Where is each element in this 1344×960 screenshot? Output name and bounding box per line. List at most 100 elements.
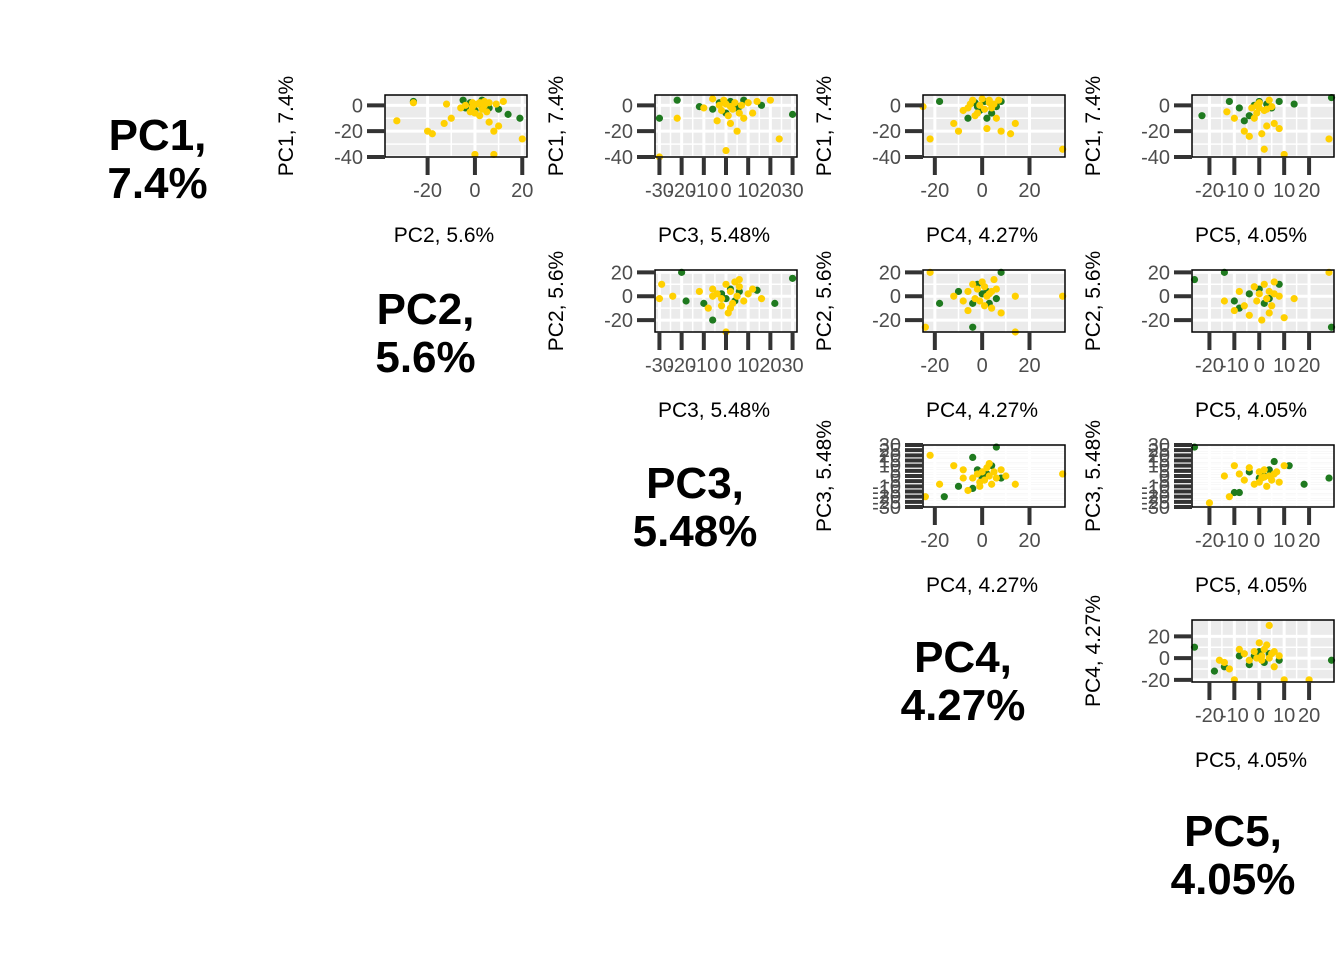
diagonal-label-line1: PC3, bbox=[646, 459, 744, 508]
data-point bbox=[1265, 621, 1273, 630]
y-tick-label: -20 bbox=[872, 310, 901, 332]
y-tick-label: -30 bbox=[872, 497, 901, 519]
data-point bbox=[1268, 476, 1276, 484]
data-point bbox=[1240, 117, 1248, 125]
y-axis-title: PC4, 4.27% bbox=[1082, 595, 1105, 707]
x-tick-label: -20 bbox=[667, 355, 696, 377]
y-tick-label: 30 bbox=[879, 435, 901, 457]
data-point bbox=[1255, 290, 1263, 298]
x-axis-title: PC3, 5.48% bbox=[658, 224, 770, 247]
y-tick-label: 10 bbox=[1148, 456, 1170, 478]
data-point bbox=[735, 109, 743, 117]
data-point bbox=[709, 95, 717, 103]
data-point bbox=[1235, 488, 1243, 497]
data-point bbox=[1270, 278, 1278, 286]
data-point bbox=[1270, 663, 1278, 671]
x-tick-label: 20 bbox=[1298, 705, 1320, 727]
data-point bbox=[468, 103, 477, 111]
data-point bbox=[1290, 100, 1298, 108]
data-point bbox=[954, 127, 963, 135]
y-tick-label: -20 bbox=[1141, 670, 1170, 692]
data-point bbox=[1260, 466, 1268, 474]
data-point bbox=[771, 299, 779, 307]
y-tick-label: 0 bbox=[890, 95, 901, 117]
diagonal-label-pc1: PC1, 7.4% bbox=[80, 112, 235, 208]
data-point bbox=[964, 306, 972, 315]
y-axis-title: PC3, 5.48% bbox=[813, 420, 836, 532]
data-point bbox=[735, 283, 743, 291]
scatter-panel: -20-10 0 10 20302520151050-5-10-15-20-25-30… bbox=[1082, 420, 1335, 597]
data-point bbox=[985, 460, 993, 468]
data-point bbox=[1260, 280, 1268, 288]
data-point bbox=[722, 146, 730, 155]
x-axis-title: PC3, 5.48% bbox=[658, 399, 770, 422]
x-tick-label: -20 bbox=[413, 180, 442, 202]
x-tick-label: 0 bbox=[1254, 180, 1265, 202]
data-point bbox=[1198, 112, 1206, 120]
data-point bbox=[1223, 108, 1231, 116]
y-tick-label: -20 bbox=[1141, 121, 1170, 143]
y-tick-label: -15 bbox=[872, 482, 901, 504]
data-point bbox=[1240, 127, 1248, 135]
data-point bbox=[992, 474, 1000, 482]
data-point bbox=[709, 105, 717, 113]
data-point bbox=[988, 480, 996, 488]
x-tick-label: 0 bbox=[1254, 355, 1265, 377]
diagonal-label-pc3: PC3, 5.48% bbox=[610, 460, 780, 556]
data-point bbox=[726, 119, 735, 128]
data-point bbox=[988, 287, 996, 296]
data-point bbox=[766, 96, 774, 104]
diagonal-label-line2: 5.6% bbox=[375, 333, 476, 382]
y-axis-title: PC1, 7.4% bbox=[275, 76, 298, 176]
y-tick-label: 0 bbox=[622, 95, 633, 117]
data-point bbox=[1245, 656, 1253, 664]
data-point bbox=[1265, 466, 1273, 474]
y-tick-label: -20 bbox=[1141, 310, 1170, 332]
data-point bbox=[485, 118, 493, 126]
data-point bbox=[1011, 292, 1019, 300]
data-point bbox=[995, 96, 1003, 104]
data-point bbox=[1253, 654, 1261, 662]
data-point bbox=[518, 135, 526, 143]
data-point bbox=[1270, 457, 1278, 466]
data-point bbox=[1235, 645, 1243, 653]
data-point bbox=[740, 114, 748, 122]
x-tick-label: -10 bbox=[1220, 355, 1249, 377]
data-point bbox=[1225, 665, 1233, 673]
data-point bbox=[1220, 658, 1228, 667]
x-tick-label: -20 bbox=[667, 180, 696, 202]
data-point bbox=[959, 474, 967, 482]
y-tick-label: -40 bbox=[604, 147, 633, 169]
y-tick-label: -10 bbox=[1141, 476, 1170, 498]
data-point bbox=[1273, 468, 1281, 476]
data-point bbox=[926, 135, 934, 143]
data-point bbox=[1225, 493, 1233, 501]
data-point bbox=[935, 480, 944, 488]
data-point bbox=[1270, 119, 1278, 128]
y-tick-label: 0 bbox=[1159, 95, 1170, 117]
data-point bbox=[720, 96, 728, 104]
x-tick-label: 10 bbox=[1273, 705, 1295, 727]
x-tick-label: -20 bbox=[1195, 355, 1224, 377]
data-point bbox=[1255, 104, 1263, 112]
x-tick-label: 20 bbox=[759, 180, 781, 202]
data-point bbox=[717, 302, 726, 310]
data-point bbox=[1240, 476, 1248, 484]
data-point bbox=[1250, 283, 1258, 291]
data-point bbox=[966, 100, 974, 108]
y-tick-label: 0 bbox=[890, 286, 901, 308]
data-point bbox=[726, 103, 735, 111]
y-tick-label: 15 bbox=[879, 451, 901, 473]
data-point bbox=[1263, 641, 1271, 649]
panel-border bbox=[1191, 94, 1335, 158]
y-tick-label: 20 bbox=[879, 262, 901, 284]
data-point bbox=[713, 117, 721, 125]
data-point bbox=[1263, 122, 1271, 130]
x-tick-label: -10 bbox=[1220, 180, 1249, 202]
data-point bbox=[985, 472, 993, 480]
y-tick-label: 0 bbox=[622, 286, 633, 308]
scatter-panel: -20 0 20 0 -20 -40 PC4, 4.27% PC1, 7.4% bbox=[813, 76, 1067, 247]
diagonal-label-line2: 5.48% bbox=[632, 507, 758, 556]
x-tick-label: 0 bbox=[977, 180, 988, 202]
